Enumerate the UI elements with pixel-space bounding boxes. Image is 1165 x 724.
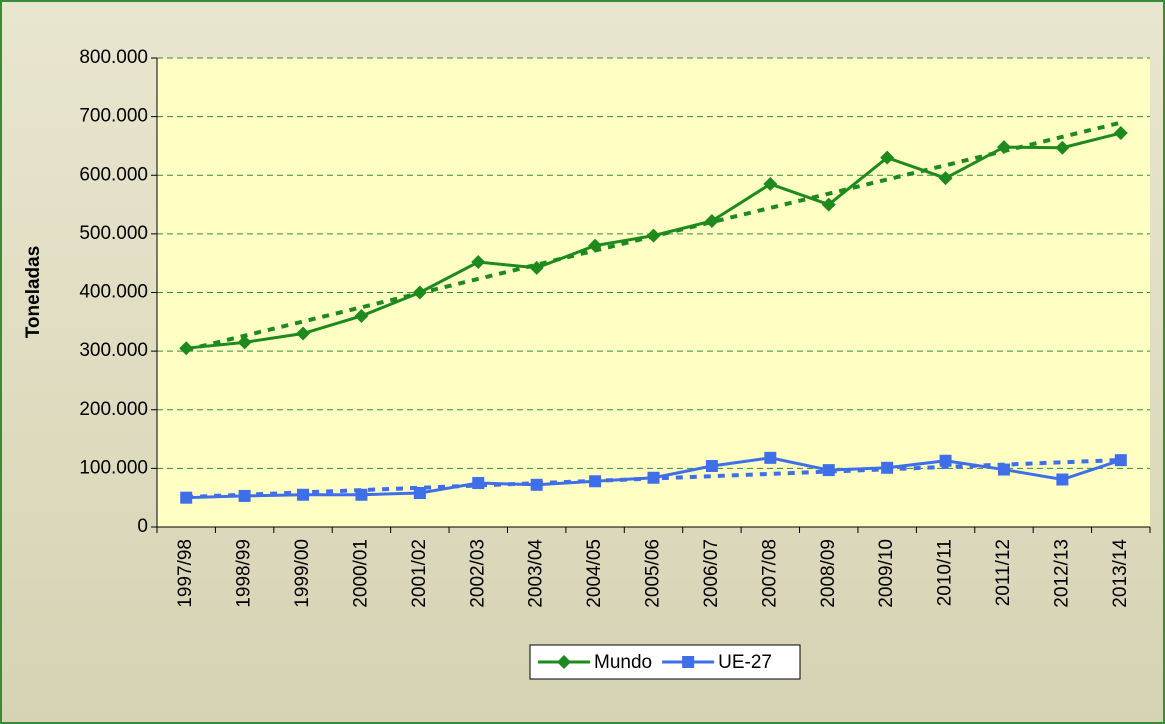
marker <box>296 326 311 341</box>
x-tick-label: 2003/04 <box>526 539 547 608</box>
x-tick-label: 1997/98 <box>175 539 196 608</box>
marker <box>472 477 485 490</box>
legend-label: UE-27 <box>718 652 772 673</box>
marker <box>530 478 543 491</box>
marker <box>1056 473 1069 486</box>
marker <box>297 488 310 501</box>
y-tick-label: 300.000 <box>79 340 148 361</box>
x-tick-label: 2006/07 <box>701 539 722 608</box>
marker <box>588 238 603 253</box>
marker <box>881 461 894 474</box>
x-tick-label: 1998/99 <box>234 539 255 608</box>
x-tick-label: 2013/14 <box>1110 539 1131 608</box>
x-tick-label: 2008/09 <box>818 539 839 608</box>
marker <box>764 451 777 464</box>
y-tick-label: 800.000 <box>79 47 148 68</box>
marker <box>237 335 252 350</box>
marker <box>1113 126 1128 141</box>
x-tick-label: 2005/06 <box>643 539 664 608</box>
x-tick-label: 2011/12 <box>993 539 1014 606</box>
x-tick-label: 2010/11 <box>935 539 956 606</box>
marker <box>180 491 193 504</box>
y-axis-label: Toneladas <box>23 246 44 339</box>
marker <box>996 140 1011 155</box>
x-tick-label: 2007/08 <box>759 539 780 608</box>
marker <box>763 177 778 192</box>
y-tick-label: 500.000 <box>79 223 148 244</box>
marker <box>1114 454 1127 467</box>
marker <box>939 454 952 467</box>
x-tick-label: 2012/13 <box>1051 539 1072 608</box>
y-tick-label: 400.000 <box>79 282 148 303</box>
marker <box>412 285 427 300</box>
marker <box>704 213 719 228</box>
y-tick-label: 100.000 <box>79 457 148 478</box>
marker <box>880 150 895 165</box>
x-tick-label: 1999/00 <box>292 539 313 608</box>
marker <box>529 260 544 275</box>
marker <box>238 489 251 502</box>
y-tick-label: 0 <box>137 516 148 537</box>
marker <box>354 308 369 323</box>
marker <box>822 464 835 477</box>
marker <box>1055 140 1070 155</box>
x-tick-label: 2000/01 <box>350 539 371 608</box>
x-tick-label: 2009/10 <box>876 539 897 608</box>
marker <box>179 341 194 356</box>
marker <box>413 486 426 499</box>
y-tick-label: 200.000 <box>79 399 148 420</box>
x-tick-label: 2002/03 <box>467 539 488 608</box>
marker <box>557 655 571 669</box>
marker <box>682 656 695 668</box>
marker <box>589 475 602 488</box>
y-tick-label: 600.000 <box>79 164 148 185</box>
marker <box>647 471 660 484</box>
marker <box>705 460 718 473</box>
y-tick-label: 700.000 <box>79 106 148 127</box>
x-tick-label: 2004/05 <box>584 539 605 608</box>
marker <box>646 228 661 243</box>
marker <box>997 463 1010 476</box>
marker <box>821 197 836 212</box>
x-tick-label: 2001/02 <box>409 539 430 608</box>
marker <box>938 171 953 186</box>
legend-label: Mundo <box>594 652 652 673</box>
marker <box>355 488 368 501</box>
marker <box>471 255 486 270</box>
